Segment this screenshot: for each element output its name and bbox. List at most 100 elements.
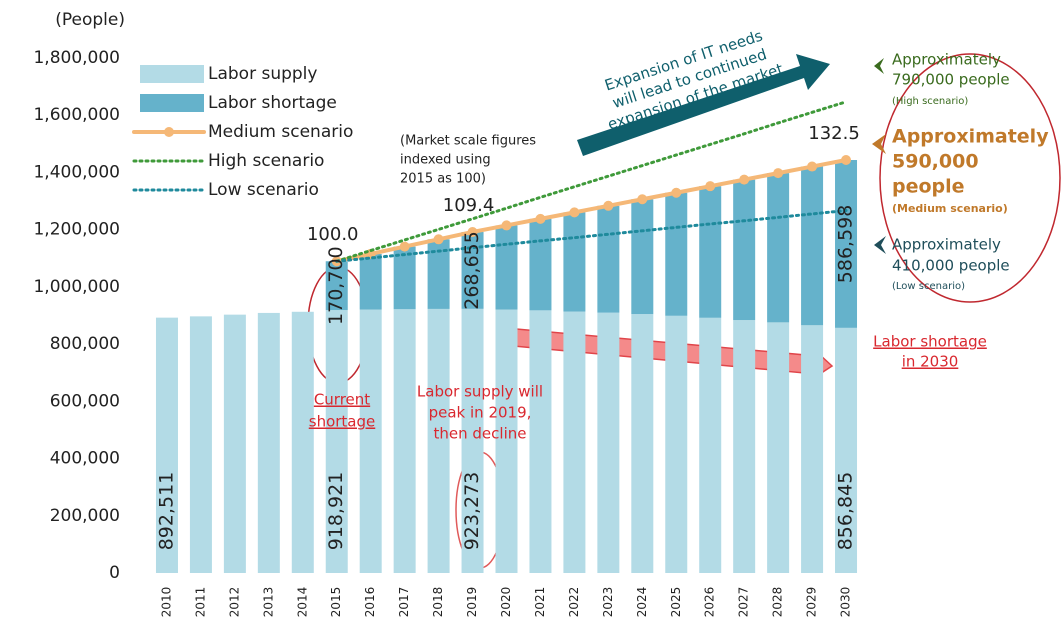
x-tick-label: 2017 (397, 587, 411, 618)
axis-unit: (People) (55, 10, 125, 30)
scenario-note: 410,000 people (892, 257, 1010, 275)
scenario-note: (Low scenario) (892, 281, 965, 292)
bar (325, 261, 348, 311)
bar (393, 246, 416, 310)
y-tick-label: 1,400,000 (33, 162, 120, 182)
x-tick-label: 2010 (159, 587, 173, 618)
y-tick-label: 600,000 (50, 391, 120, 411)
line-marker (501, 220, 512, 231)
bar (495, 225, 518, 310)
data-label: 918,921 (325, 472, 347, 551)
data-label: 586,598 (835, 205, 857, 284)
legend-label: Medium scenario (208, 122, 353, 142)
x-tick-label: 2028 (771, 587, 785, 618)
x-tick-label: 2020 (499, 587, 513, 618)
bar (257, 312, 280, 573)
callout: peak in 2019, (429, 404, 532, 422)
legend-marker (164, 127, 174, 137)
x-tick-label: 2025 (669, 587, 683, 618)
x-tick-label: 2027 (737, 587, 751, 618)
bar (597, 312, 620, 573)
callout: in 2030 (902, 353, 959, 371)
bar (461, 308, 484, 573)
scenario-note: (High scenario) (892, 96, 968, 107)
index-label: 132.5 (808, 123, 860, 144)
scenario-note: Approximately (892, 51, 1001, 69)
line-marker (637, 194, 648, 205)
y-tick-label: 1,800,000 (33, 48, 120, 68)
x-tick-label: 2011 (193, 587, 207, 618)
bar (155, 317, 178, 573)
line-marker (739, 174, 750, 185)
legend-label: Labor shortage (208, 93, 337, 113)
bar (427, 308, 450, 573)
bar (835, 327, 858, 573)
scenario-note: Approximately (892, 236, 1001, 254)
line-marker (535, 213, 546, 224)
bar (699, 186, 722, 318)
x-tick-label: 2023 (601, 587, 615, 618)
bar (359, 253, 382, 310)
data-label: 856,845 (835, 472, 857, 551)
data-label: 892,511 (155, 472, 177, 551)
line-marker (569, 207, 580, 218)
y-tick-label: 0 (109, 563, 120, 583)
x-tick-label: 2018 (431, 587, 445, 618)
bar (801, 166, 824, 326)
bar (359, 309, 382, 573)
bar (461, 231, 484, 309)
scenario-note: 590,000 (892, 151, 979, 173)
index-label: 100.0 (307, 224, 359, 245)
scenario-note: (Medium scenario) (892, 202, 1008, 215)
line-series (335, 209, 848, 263)
bar (665, 315, 688, 573)
scenario-note: 790,000 people (892, 71, 1010, 89)
y-tick-label: 400,000 (50, 449, 120, 469)
bar (495, 309, 518, 573)
x-tick-label: 2019 (465, 587, 479, 618)
index-label: 109.4 (443, 195, 495, 216)
bar (767, 322, 790, 573)
line-marker (399, 241, 410, 252)
bar (529, 310, 552, 573)
note: (Market scale figures (400, 134, 536, 149)
data-label: 170,700 (325, 246, 347, 325)
callout: Labor supply will (417, 383, 543, 401)
callout: shortage (309, 413, 376, 431)
x-tick-label: 2015 (329, 587, 343, 618)
bar (699, 317, 722, 573)
y-tick-label: 1,200,000 (33, 220, 120, 240)
line-marker (773, 168, 784, 179)
chevron (874, 58, 884, 74)
x-tick-label: 2021 (533, 587, 547, 618)
y-tick-label: 200,000 (50, 506, 120, 526)
bar (223, 314, 246, 573)
x-tick-label: 2022 (567, 587, 581, 618)
data-label: 923,273 (461, 472, 483, 551)
scenario-note: Approximately (892, 126, 1049, 148)
bar (767, 173, 790, 323)
data-label: 268,655 (461, 231, 483, 310)
chevron (874, 236, 886, 254)
x-tick-label: 2012 (227, 587, 241, 618)
legend-swatch (140, 94, 204, 112)
x-tick-label: 2026 (703, 587, 717, 618)
legend-label: High scenario (208, 151, 324, 171)
chevron (872, 134, 886, 154)
bar (325, 310, 348, 573)
bar (563, 311, 586, 573)
line-marker (671, 187, 682, 198)
y-tick-label: 1,600,000 (33, 105, 120, 125)
bar (189, 316, 212, 573)
y-tick-label: 1,000,000 (33, 277, 120, 297)
x-tick-label: 2024 (635, 587, 649, 618)
bar (733, 179, 756, 321)
scenario-note: people (892, 176, 965, 198)
expansion-arrow (577, 54, 830, 156)
line-series (334, 158, 849, 264)
legend-label: Labor supply (208, 64, 317, 84)
bar (597, 205, 620, 313)
callout: then decline (434, 425, 527, 443)
note: indexed using (400, 153, 491, 168)
